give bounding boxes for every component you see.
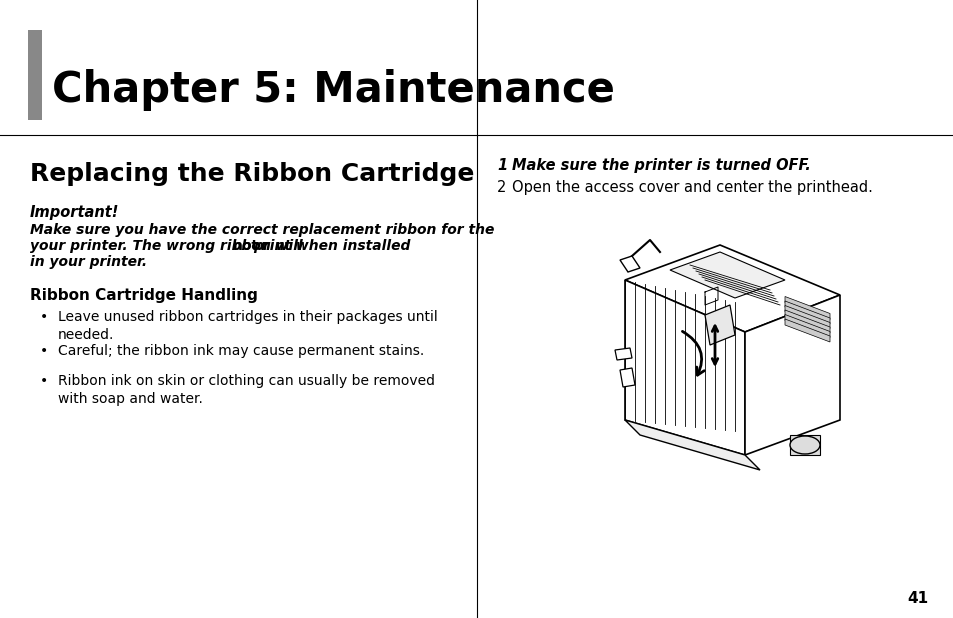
Text: in your printer.: in your printer. [30,255,147,269]
Ellipse shape [789,436,820,454]
Text: •: • [40,344,49,358]
Text: your printer. The wrong ribbon will: your printer. The wrong ribbon will [30,239,302,253]
Polygon shape [704,305,734,345]
Polygon shape [784,315,829,337]
Text: Leave unused ribbon cartridges in their packages until
needed.: Leave unused ribbon cartridges in their … [58,310,437,342]
Text: Ribbon ink on skin or clothing can usually be removed
with soap and water.: Ribbon ink on skin or clothing can usual… [58,374,435,407]
Text: 2: 2 [497,180,506,195]
Text: 41: 41 [906,591,927,606]
Polygon shape [784,297,829,320]
Polygon shape [615,348,631,360]
Text: •: • [40,310,49,324]
Polygon shape [669,252,784,298]
Bar [28,30,42,120]
Text: Make sure you have the correct replacement ribbon for the: Make sure you have the correct replaceme… [30,223,494,237]
Polygon shape [624,245,840,332]
Text: print when installed: print when installed [253,239,410,253]
Polygon shape [784,305,829,329]
Text: Chapter 5: Maintenance: Chapter 5: Maintenance [52,69,615,111]
Polygon shape [624,420,760,470]
Polygon shape [789,435,820,455]
Text: 1: 1 [497,158,507,173]
Text: Ribbon Cartridge Handling: Ribbon Cartridge Handling [30,288,257,303]
Text: Important!: Important! [30,205,119,220]
Polygon shape [744,295,840,455]
Text: Open the access cover and center the printhead.: Open the access cover and center the pri… [512,180,872,195]
Text: •: • [40,374,49,388]
Text: Replacing the Ribbon Cartridge: Replacing the Ribbon Cartridge [30,162,474,186]
Text: not: not [233,239,259,253]
Polygon shape [784,319,829,342]
Polygon shape [624,280,744,455]
Polygon shape [619,368,635,387]
Text: Make sure the printer is turned OFF.: Make sure the printer is turned OFF. [512,158,810,173]
FancyArrowPatch shape [681,331,703,375]
Polygon shape [784,301,829,324]
Polygon shape [784,310,829,333]
Text: Careful; the ribbon ink may cause permanent stains.: Careful; the ribbon ink may cause perman… [58,344,424,358]
Polygon shape [619,256,639,272]
